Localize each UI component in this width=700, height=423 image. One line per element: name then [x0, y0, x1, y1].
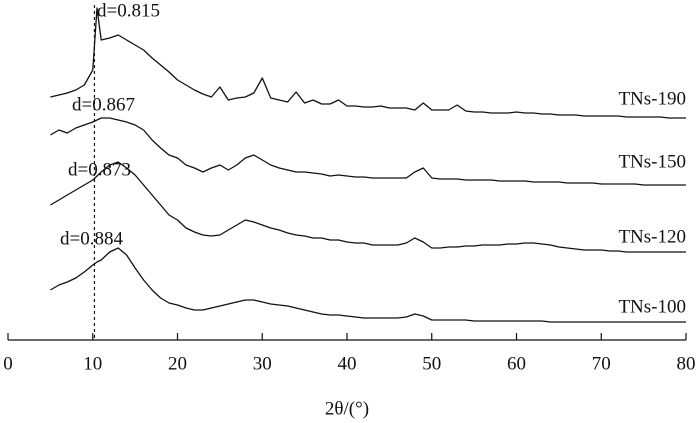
annotation: d=0.884	[60, 228, 123, 249]
x-tick-label: 40	[338, 353, 357, 374]
x-axis-label: 2θ/(°)	[325, 398, 369, 419]
series-label: TNs-150	[618, 151, 686, 172]
series-line	[50, 161, 686, 253]
annotation: d=0.867	[72, 94, 135, 115]
x-tick-label: 70	[592, 353, 611, 374]
annotation: d=0.873	[68, 159, 131, 180]
x-tick-label: 20	[168, 353, 187, 374]
series-line	[50, 117, 686, 186]
x-tick-label: 0	[3, 353, 13, 374]
series-label: TNs-100	[618, 296, 686, 317]
x-tick-label: 50	[422, 353, 441, 374]
series-line	[50, 7, 686, 119]
x-tick-label: 60	[507, 353, 526, 374]
series-line	[50, 247, 686, 323]
annotation: d=0.815	[97, 0, 160, 21]
series-label: TNs-190	[618, 88, 686, 109]
x-tick-label: 80	[677, 353, 696, 374]
x-tick-label: 10	[83, 353, 102, 374]
x-tick-label: 30	[253, 353, 272, 374]
series-label: TNs-120	[618, 226, 686, 247]
